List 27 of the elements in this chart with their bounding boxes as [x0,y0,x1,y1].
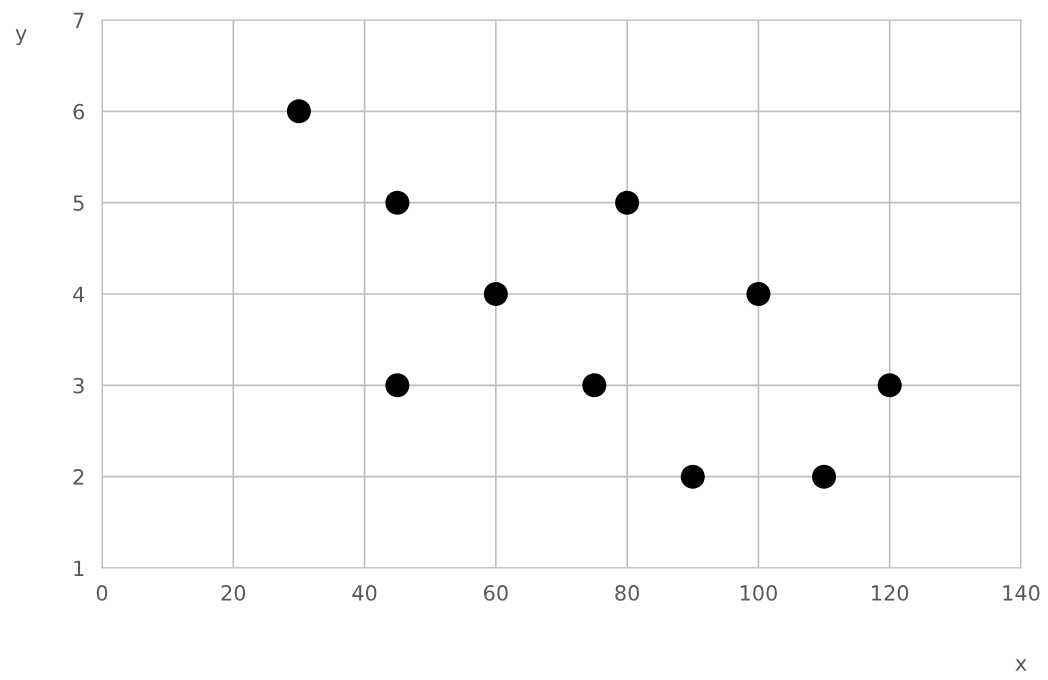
x-tick-label: 80 [615,585,640,601]
point [385,190,410,215]
point [746,281,771,307]
y-tick-label: 1 [74,560,84,576]
y-tick-label: 5 [73,195,84,211]
point [877,373,902,398]
y-tick-label: 3 [73,377,84,394]
point [286,99,311,124]
x-tick-label: 120 [872,585,909,601]
point [483,281,508,307]
x-tick-label: 0 [96,585,108,601]
y-tick-label: 7 [73,12,84,28]
point [582,373,607,398]
x-axis-title: x [1015,659,1027,671]
point [615,190,640,215]
y-axis-title: y [15,29,27,46]
y-tick-label: 2 [73,469,84,485]
x-tick-label: 20 [221,585,246,601]
point [812,464,837,489]
point [680,464,705,489]
point [385,373,410,398]
y-tick-label: 4 [73,286,85,302]
x-tick-label: 60 [484,585,508,601]
x-tick-label: 100 [740,585,777,601]
y-tick-label: 6 [73,103,85,120]
x-tick-label: 40 [352,585,377,601]
x-tick-label: 140 [1003,585,1040,601]
